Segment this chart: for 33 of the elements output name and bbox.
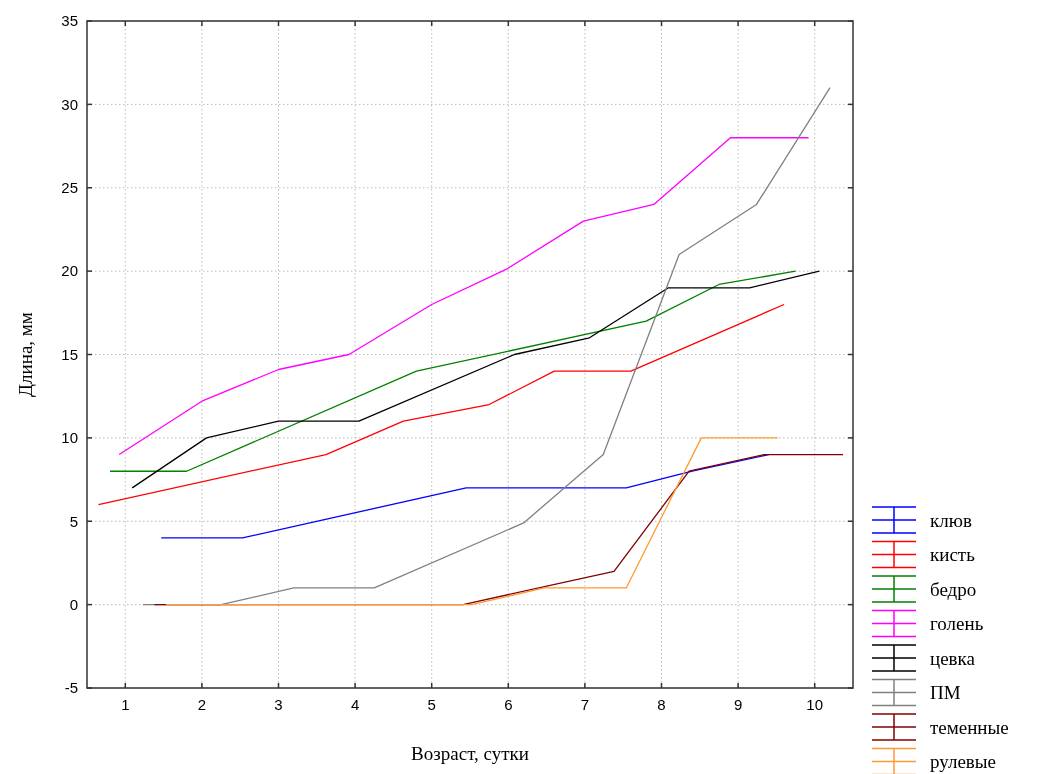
legend-label: рулевые [930, 751, 996, 773]
y-tick-label: -5 [64, 679, 78, 697]
y-tick-label: 10 [61, 429, 78, 447]
y-tick-label: 30 [61, 95, 78, 113]
line-series [118, 137, 810, 456]
legend-label: голень [930, 613, 984, 635]
x-tick-label: 10 [806, 696, 824, 713]
legend-label: теменные [930, 716, 1009, 738]
x-tick-label: 2 [197, 696, 207, 713]
line-series [160, 453, 770, 539]
x-tick-label: 8 [657, 696, 666, 713]
x-tick-label: 5 [427, 696, 436, 713]
x-tick-label: 3 [274, 696, 283, 713]
y-tick-label: 15 [61, 345, 78, 363]
y-tick-label: 20 [61, 262, 78, 280]
y-tick-label: 5 [69, 512, 78, 530]
legend-label: цевка [930, 647, 976, 669]
x-axis-title: Возраст, сутки [411, 743, 529, 764]
x-tick-label: 7 [580, 696, 590, 713]
y-axis-title: Длина, мм [15, 312, 36, 397]
legend-label: бедро [930, 578, 977, 600]
legend-label: ПМ [930, 682, 961, 704]
x-tick-label: 1 [121, 696, 130, 713]
y-tick-label: 0 [69, 595, 78, 613]
y-tick-label: 35 [61, 12, 78, 30]
line-series [142, 87, 831, 606]
legend-label: клюв [930, 509, 972, 531]
y-tick-label: 25 [61, 179, 78, 196]
x-tick-label: 9 [733, 696, 743, 713]
x-tick-label: 6 [504, 696, 513, 713]
line-series [97, 303, 785, 506]
x-tick-label: 4 [350, 696, 360, 713]
legend-label: кисть [930, 544, 976, 566]
